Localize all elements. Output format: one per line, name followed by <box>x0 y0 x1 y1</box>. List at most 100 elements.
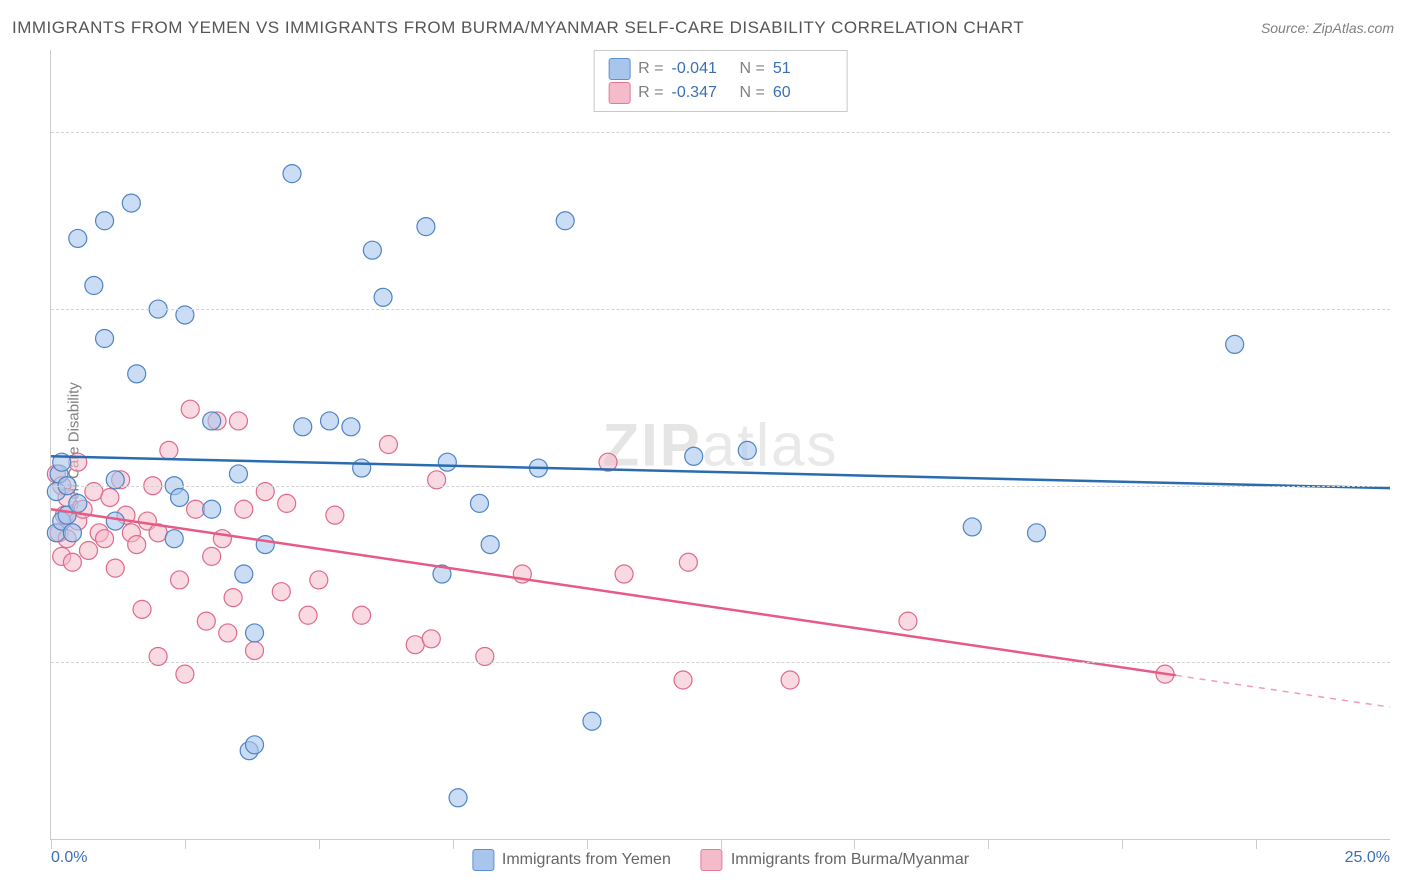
scatter-point-a <box>106 512 124 530</box>
legend-label-b: Immigrants from Burma/Myanmar <box>731 851 969 869</box>
scatter-point-b <box>224 589 242 607</box>
scatter-point-b <box>160 441 178 459</box>
scatter-point-a <box>374 288 392 306</box>
scatter-point-a <box>63 524 81 542</box>
scatter-point-b <box>63 553 81 571</box>
scatter-point-b <box>203 547 221 565</box>
scatter-point-b <box>278 494 296 512</box>
scatter-point-a <box>481 536 499 554</box>
legend-item-a: Immigrants from Yemen <box>472 849 671 871</box>
scatter-point-b <box>899 612 917 630</box>
chart-title: IMMIGRANTS FROM YEMEN VS IMMIGRANTS FROM… <box>12 18 1024 38</box>
scatter-point-b <box>781 671 799 689</box>
scatter-point-a <box>165 530 183 548</box>
scatter-point-a <box>122 194 140 212</box>
x-tick-label: 0.0% <box>51 849 87 867</box>
scatter-point-b <box>128 536 146 554</box>
legend-item-b: Immigrants from Burma/Myanmar <box>701 849 969 871</box>
scatter-point-a <box>1028 524 1046 542</box>
scatter-point-a <box>246 736 264 754</box>
scatter-point-b <box>219 624 237 642</box>
scatter-point-a <box>417 218 435 236</box>
scatter-point-b <box>246 642 264 660</box>
bottom-legend: Immigrants from Yemen Immigrants from Bu… <box>472 849 969 871</box>
stat-n-value-b: 60 <box>773 81 833 105</box>
scatter-point-a <box>556 212 574 230</box>
source-label: Source: ZipAtlas.com <box>1261 20 1394 36</box>
scatter-point-a <box>96 330 114 348</box>
scatter-point-b <box>406 636 424 654</box>
scatter-point-b <box>79 541 97 559</box>
plot-svg <box>51 50 1390 839</box>
scatter-point-a <box>363 241 381 259</box>
gridline-h <box>51 132 1390 133</box>
scatter-point-a <box>256 536 274 554</box>
scatter-point-a <box>1226 335 1244 353</box>
scatter-point-a <box>171 488 189 506</box>
scatter-point-a <box>342 418 360 436</box>
scatter-point-a <box>85 277 103 295</box>
scatter-point-a <box>353 459 371 477</box>
stat-row-b: R = -0.347 N = 60 <box>608 81 833 105</box>
x-tick <box>587 839 588 849</box>
scatter-point-b <box>187 500 205 518</box>
scatter-point-a <box>738 441 756 459</box>
stat-n-label-b: N = <box>740 81 765 105</box>
x-tick <box>185 839 186 849</box>
plot-area: ZIPatlas R = -0.041 N = 51 R = -0.347 N … <box>50 50 1390 840</box>
scatter-point-b <box>229 412 247 430</box>
gridline-h <box>51 486 1390 487</box>
scatter-point-a <box>96 212 114 230</box>
stat-row-a: R = -0.041 N = 51 <box>608 57 833 81</box>
scatter-point-a <box>203 500 221 518</box>
gridline-h <box>51 662 1390 663</box>
scatter-point-b <box>235 500 253 518</box>
scatter-point-a <box>321 412 339 430</box>
x-tick <box>854 839 855 849</box>
scatter-point-a <box>235 565 253 583</box>
scatter-point-a <box>229 465 247 483</box>
scatter-point-b <box>133 600 151 618</box>
scatter-point-b <box>674 671 692 689</box>
legend-swatch-b <box>701 849 723 871</box>
scatter-point-a <box>583 712 601 730</box>
gridline-h <box>51 309 1390 310</box>
scatter-point-a <box>69 229 87 247</box>
swatch-series-b <box>608 82 630 104</box>
scatter-point-a <box>963 518 981 536</box>
scatter-point-a <box>128 365 146 383</box>
stat-r-value-a: -0.041 <box>672 57 732 81</box>
x-tick <box>1122 839 1123 849</box>
scatter-point-b <box>679 553 697 571</box>
scatter-point-a <box>246 624 264 642</box>
scatter-point-b <box>197 612 215 630</box>
scatter-point-b <box>96 530 114 548</box>
legend-label-a: Immigrants from Yemen <box>502 851 671 869</box>
stat-n-label-a: N = <box>740 57 765 81</box>
scatter-point-b <box>181 400 199 418</box>
x-tick <box>453 839 454 849</box>
x-tick <box>51 839 52 849</box>
scatter-point-a <box>470 494 488 512</box>
scatter-point-a <box>283 165 301 183</box>
scatter-point-a <box>685 447 703 465</box>
scatter-point-b <box>310 571 328 589</box>
stat-r-value-b: -0.347 <box>672 81 732 105</box>
scatter-point-a <box>449 789 467 807</box>
scatter-point-b <box>422 630 440 648</box>
scatter-point-a <box>69 494 87 512</box>
scatter-point-a <box>294 418 312 436</box>
x-tick <box>319 839 320 849</box>
x-tick <box>1256 839 1257 849</box>
scatter-point-a <box>438 453 456 471</box>
x-tick <box>721 839 722 849</box>
stat-r-label-a: R = <box>638 57 663 81</box>
regression-line-a <box>51 456 1390 488</box>
title-bar: IMMIGRANTS FROM YEMEN VS IMMIGRANTS FROM… <box>12 18 1394 38</box>
scatter-point-b <box>101 488 119 506</box>
regression-line-b <box>51 509 1176 675</box>
stat-legend: R = -0.041 N = 51 R = -0.347 N = 60 <box>593 50 848 112</box>
swatch-series-a <box>608 58 630 80</box>
scatter-point-b <box>272 583 290 601</box>
scatter-point-b <box>106 559 124 577</box>
